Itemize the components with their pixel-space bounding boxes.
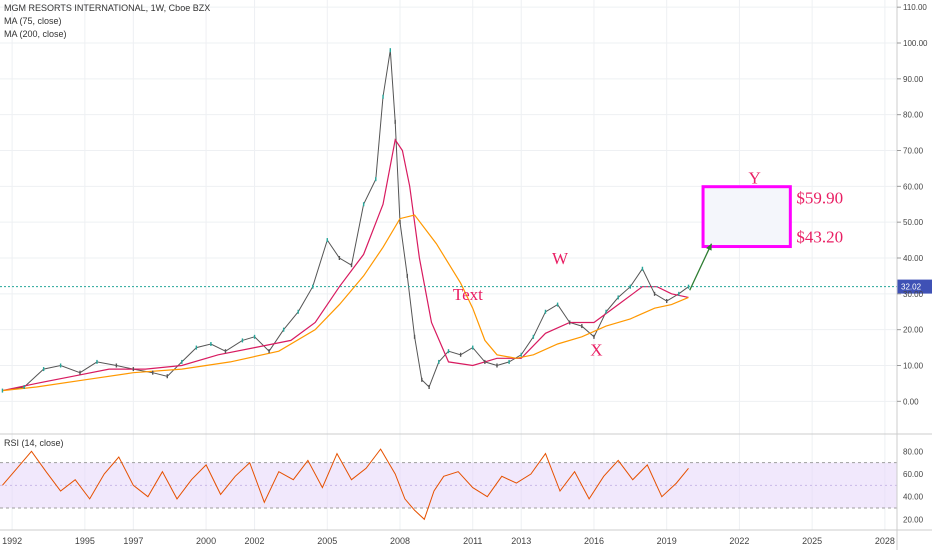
price-tick-label: 90.00 xyxy=(903,75,924,84)
time-tick-label: 2013 xyxy=(511,536,531,546)
time-tick-label: 2025 xyxy=(802,536,822,546)
time-tick-label: 2011 xyxy=(463,536,482,546)
time-tick-label: 2022 xyxy=(729,536,749,546)
time-tick-label: 2000 xyxy=(196,536,216,546)
time-tick-label: 2002 xyxy=(245,536,265,546)
rsi-legend[interactable]: RSI (14, close) xyxy=(4,438,64,448)
time-tick-label: 2028 xyxy=(875,536,895,546)
time-tick-label: 2008 xyxy=(390,536,410,546)
legend-ma200[interactable]: MA (200, close) xyxy=(4,29,67,39)
time-tick-label: 2019 xyxy=(657,536,677,546)
time-tick-label: 1992 xyxy=(2,536,22,546)
price-tick-label: 20.00 xyxy=(903,326,924,335)
price-tick-label: 0.00 xyxy=(903,397,919,406)
wave-label-x: X xyxy=(590,340,602,359)
chart-title: MGM RESORTS INTERNATIONAL, 1W, Cboe BZX xyxy=(4,3,211,13)
rsi-series-line xyxy=(2,448,689,521)
rsi-tick-label: 40.00 xyxy=(903,493,924,502)
price-tick-label: 10.00 xyxy=(903,362,924,371)
legend-ma75[interactable]: MA (75, close) xyxy=(4,16,62,26)
rsi-band xyxy=(0,462,897,508)
annotation-text: Text xyxy=(453,285,483,304)
time-tick-label: 2005 xyxy=(317,536,337,546)
target-high-label: $59.90 xyxy=(796,189,843,208)
ma200-series-line xyxy=(2,214,689,392)
price-tick-label: 40.00 xyxy=(903,254,924,263)
target-arrow-head xyxy=(706,243,712,251)
rsi-tick-label: 80.00 xyxy=(903,447,924,456)
rsi-band-layer xyxy=(0,462,897,509)
price-tick-label: 50.00 xyxy=(903,218,924,227)
target-arrow xyxy=(689,243,713,291)
annotation-layer: 32.02 W X Text Y $59.90 $43.20 xyxy=(0,169,932,359)
wave-label-y: Y xyxy=(749,169,761,188)
time-tick-label: 1995 xyxy=(75,536,95,546)
grid-layer xyxy=(0,0,897,530)
price-tick-label: 70.00 xyxy=(903,147,924,156)
target-box xyxy=(701,185,792,249)
last-price-badge xyxy=(897,279,932,294)
series-layer xyxy=(1,48,690,521)
wave-label-w: W xyxy=(552,249,569,268)
time-tick-label: 1997 xyxy=(123,536,143,546)
price-tick-label: 110.00 xyxy=(903,3,927,12)
price-tick-label: 100.00 xyxy=(903,39,928,48)
target-low-label: $43.20 xyxy=(796,228,843,247)
rsi-tick-label: 60.00 xyxy=(903,470,924,479)
ma75-series-line xyxy=(2,138,689,392)
axis-layer: 0.00 10.00 20.00 30.00 40.00 50.00 60.00 70.00 8… xyxy=(2,3,928,546)
price-tick-label: 30.00 xyxy=(903,290,924,299)
time-tick-label: 2016 xyxy=(584,536,604,546)
price-tick-label: 60.00 xyxy=(903,182,924,191)
last-price-label: 32.02 xyxy=(901,283,922,292)
price-tick-label: 80.00 xyxy=(903,111,924,120)
rsi-tick-label: 20.00 xyxy=(903,515,924,524)
